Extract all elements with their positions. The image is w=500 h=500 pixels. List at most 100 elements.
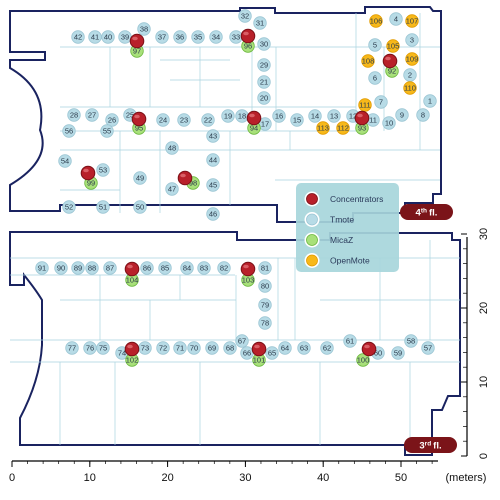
x-tick-label: 0 <box>9 472 15 484</box>
legend-marker-concentrator <box>306 193 318 205</box>
node-tmote: 39 <box>118 30 132 44</box>
node-label: 80 <box>261 282 269 291</box>
openmote-marker <box>369 14 383 28</box>
node-label: 55 <box>103 127 111 136</box>
node-tmote: 40 <box>101 30 115 44</box>
tmote-marker <box>320 341 334 355</box>
node-tmote: 6 <box>368 71 382 85</box>
node-label: 98 <box>189 179 197 188</box>
node-label: 11 <box>369 116 377 125</box>
node-label: 77 <box>68 344 76 353</box>
node-tmote: 13 <box>327 109 341 123</box>
concentrator-highlight <box>180 173 186 178</box>
node-label: 109 <box>406 55 419 64</box>
node-tmote: 69 <box>205 341 219 355</box>
tmote-marker <box>257 58 271 72</box>
node-label: 17 <box>261 120 269 129</box>
concentrator-marker <box>382 53 398 69</box>
axes: 0 10 20 30 40 50 (meters) 0 10 20 30 <box>9 228 490 484</box>
legend-label: MicaZ <box>330 235 353 245</box>
node-label: 65 <box>268 349 276 358</box>
node-tmote: 67 <box>235 334 249 348</box>
legend-label: Concentrators <box>330 194 383 204</box>
node-label: 5 <box>373 41 377 50</box>
node-tmote: 28 <box>67 108 81 122</box>
node-label: 47 <box>168 185 176 194</box>
node-label: 50 <box>136 203 144 212</box>
node-micaz: 104 <box>125 273 139 287</box>
tmote-marker <box>403 68 417 82</box>
node-label: 62 <box>323 344 331 353</box>
node-label: 113 <box>317 124 329 133</box>
tmote-marker <box>368 38 382 52</box>
node-label: 102 <box>126 356 139 365</box>
node-label: 83 <box>200 264 208 273</box>
concentrator-highlight <box>127 344 133 349</box>
openmote-marker <box>358 98 372 112</box>
node-label: 14 <box>311 112 319 121</box>
node-label: 37 <box>158 33 166 42</box>
node-tmote: 18 <box>235 109 249 123</box>
node-tmote: 81 <box>258 261 272 275</box>
node-label: 18 <box>238 112 246 121</box>
concentrator-marker <box>129 33 145 49</box>
node-tmote: 73 <box>138 341 152 355</box>
tmote-marker <box>297 341 311 355</box>
node-tmote: 3 <box>405 33 419 47</box>
tmote-marker <box>257 91 271 105</box>
node-tmote: 88 <box>85 261 99 275</box>
node-tmote: 48 <box>165 141 179 155</box>
node-tmote: 52 <box>62 200 76 214</box>
tmote-marker <box>258 316 272 330</box>
concentrator-highlight <box>83 168 89 173</box>
node-tmote: 91 <box>35 261 49 275</box>
tmote-marker <box>258 298 272 312</box>
concentrator-marker <box>361 341 377 357</box>
node-label: 15 <box>293 116 301 125</box>
tmote-marker <box>257 75 271 89</box>
node-label: 4 <box>394 15 398 24</box>
node-tmote: 22 <box>201 113 215 127</box>
floor-label: 3rd fl. <box>419 440 441 452</box>
node-label: 22 <box>204 116 212 125</box>
node-label: 73 <box>141 344 149 353</box>
node-label: 1 <box>428 97 432 106</box>
tmote-marker <box>206 178 220 192</box>
node-tmote: 89 <box>71 261 85 275</box>
node-tmote: 37 <box>155 30 169 44</box>
node-label: 90 <box>57 264 65 273</box>
node-tmote: 72 <box>156 341 170 355</box>
node-label: 64 <box>281 344 289 353</box>
tmote-marker <box>405 33 419 47</box>
node-label: 34 <box>212 33 220 42</box>
node-label: 112 <box>337 124 349 133</box>
tmote-marker <box>96 200 110 214</box>
node-tmote: 44 <box>206 153 220 167</box>
tmote-marker <box>391 346 405 360</box>
node-label: 96 <box>244 42 252 51</box>
openmote-marker <box>336 121 350 135</box>
node-label: 67 <box>238 337 246 346</box>
node-tmote: 30 <box>257 37 271 51</box>
y-tick-label: 0 <box>478 453 490 459</box>
node-label: 58 <box>407 337 415 346</box>
node-label: 56 <box>65 127 73 136</box>
tmote-marker <box>217 261 231 275</box>
tmote-marker <box>201 113 215 127</box>
node-tmote: 90 <box>54 261 68 275</box>
tmote-marker <box>65 341 79 355</box>
tmote-marker <box>54 261 68 275</box>
concentrator-highlight <box>364 344 370 349</box>
node-label: 24 <box>159 116 167 125</box>
node-label: 20 <box>260 94 268 103</box>
node-label: 57 <box>424 344 432 353</box>
node-tmote: 1 <box>423 94 437 108</box>
tmote-marker <box>158 261 172 275</box>
node-label: 12 <box>349 112 357 121</box>
node-label: 60 <box>374 349 382 358</box>
node-tmote: 82 <box>217 261 231 275</box>
concentrator-highlight <box>127 264 133 269</box>
node-tmote: 59 <box>391 346 405 360</box>
tmote-marker <box>257 37 271 51</box>
